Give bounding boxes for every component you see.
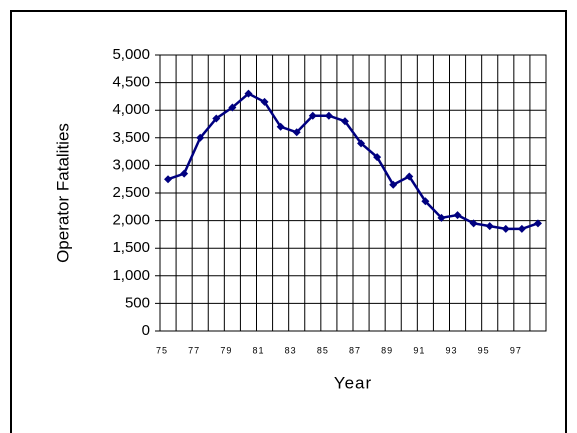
- y-tick-label: 3,500: [112, 129, 150, 146]
- x-tick-label: 79: [220, 345, 232, 355]
- x-tick-label: 77: [188, 345, 200, 355]
- marker: [340, 117, 349, 126]
- y-tick-label: 4,000: [112, 101, 150, 118]
- marker: [501, 224, 510, 233]
- x-tick-label: 85: [317, 345, 329, 355]
- marker: [517, 224, 526, 233]
- frame: [10, 10, 567, 433]
- marker: [260, 97, 269, 106]
- marker: [389, 180, 398, 189]
- marker: [453, 211, 462, 220]
- x-tick-label: 93: [445, 345, 457, 355]
- y-tick-label: 500: [125, 294, 150, 311]
- x-tick-label: 87: [349, 345, 361, 355]
- marker: [357, 139, 366, 148]
- marker: [373, 153, 382, 162]
- marker: [308, 111, 317, 120]
- y-tick-label: 2,000: [112, 212, 150, 229]
- marker: [437, 213, 446, 222]
- marker: [324, 111, 333, 120]
- y-tick-label: 2,500: [112, 184, 150, 201]
- y-axis-title: Operator Fatalities: [53, 123, 72, 263]
- x-tick-label: 97: [510, 345, 522, 355]
- x-tick-label: 95: [478, 345, 490, 355]
- marker: [292, 128, 301, 137]
- x-tick-label: 91: [413, 345, 425, 355]
- y-tick-label: 5,000: [112, 46, 150, 63]
- marker: [164, 175, 173, 184]
- x-tick-label: 83: [285, 345, 297, 355]
- y-tick-label: 4,500: [112, 74, 150, 91]
- marker: [244, 89, 253, 98]
- marker: [180, 169, 189, 178]
- x-tick-label: 81: [252, 345, 264, 355]
- marker: [196, 133, 205, 142]
- x-axis-title: Year: [334, 373, 372, 392]
- marker: [469, 219, 478, 228]
- marker: [405, 172, 414, 181]
- y-tick-label: 3,000: [112, 156, 150, 173]
- y-tick-label: 0: [142, 322, 150, 339]
- marker: [276, 122, 285, 131]
- plot-border: [159, 54, 547, 332]
- marker: [212, 114, 221, 123]
- marker: [421, 197, 430, 206]
- marker: [228, 103, 237, 112]
- marker: [533, 219, 542, 228]
- marker: [485, 222, 494, 231]
- x-tick-label: 75: [156, 345, 168, 355]
- x-tick-label: 89: [381, 345, 393, 355]
- y-tick-label: 1,500: [112, 239, 150, 256]
- y-tick-label: 1,000: [112, 267, 150, 284]
